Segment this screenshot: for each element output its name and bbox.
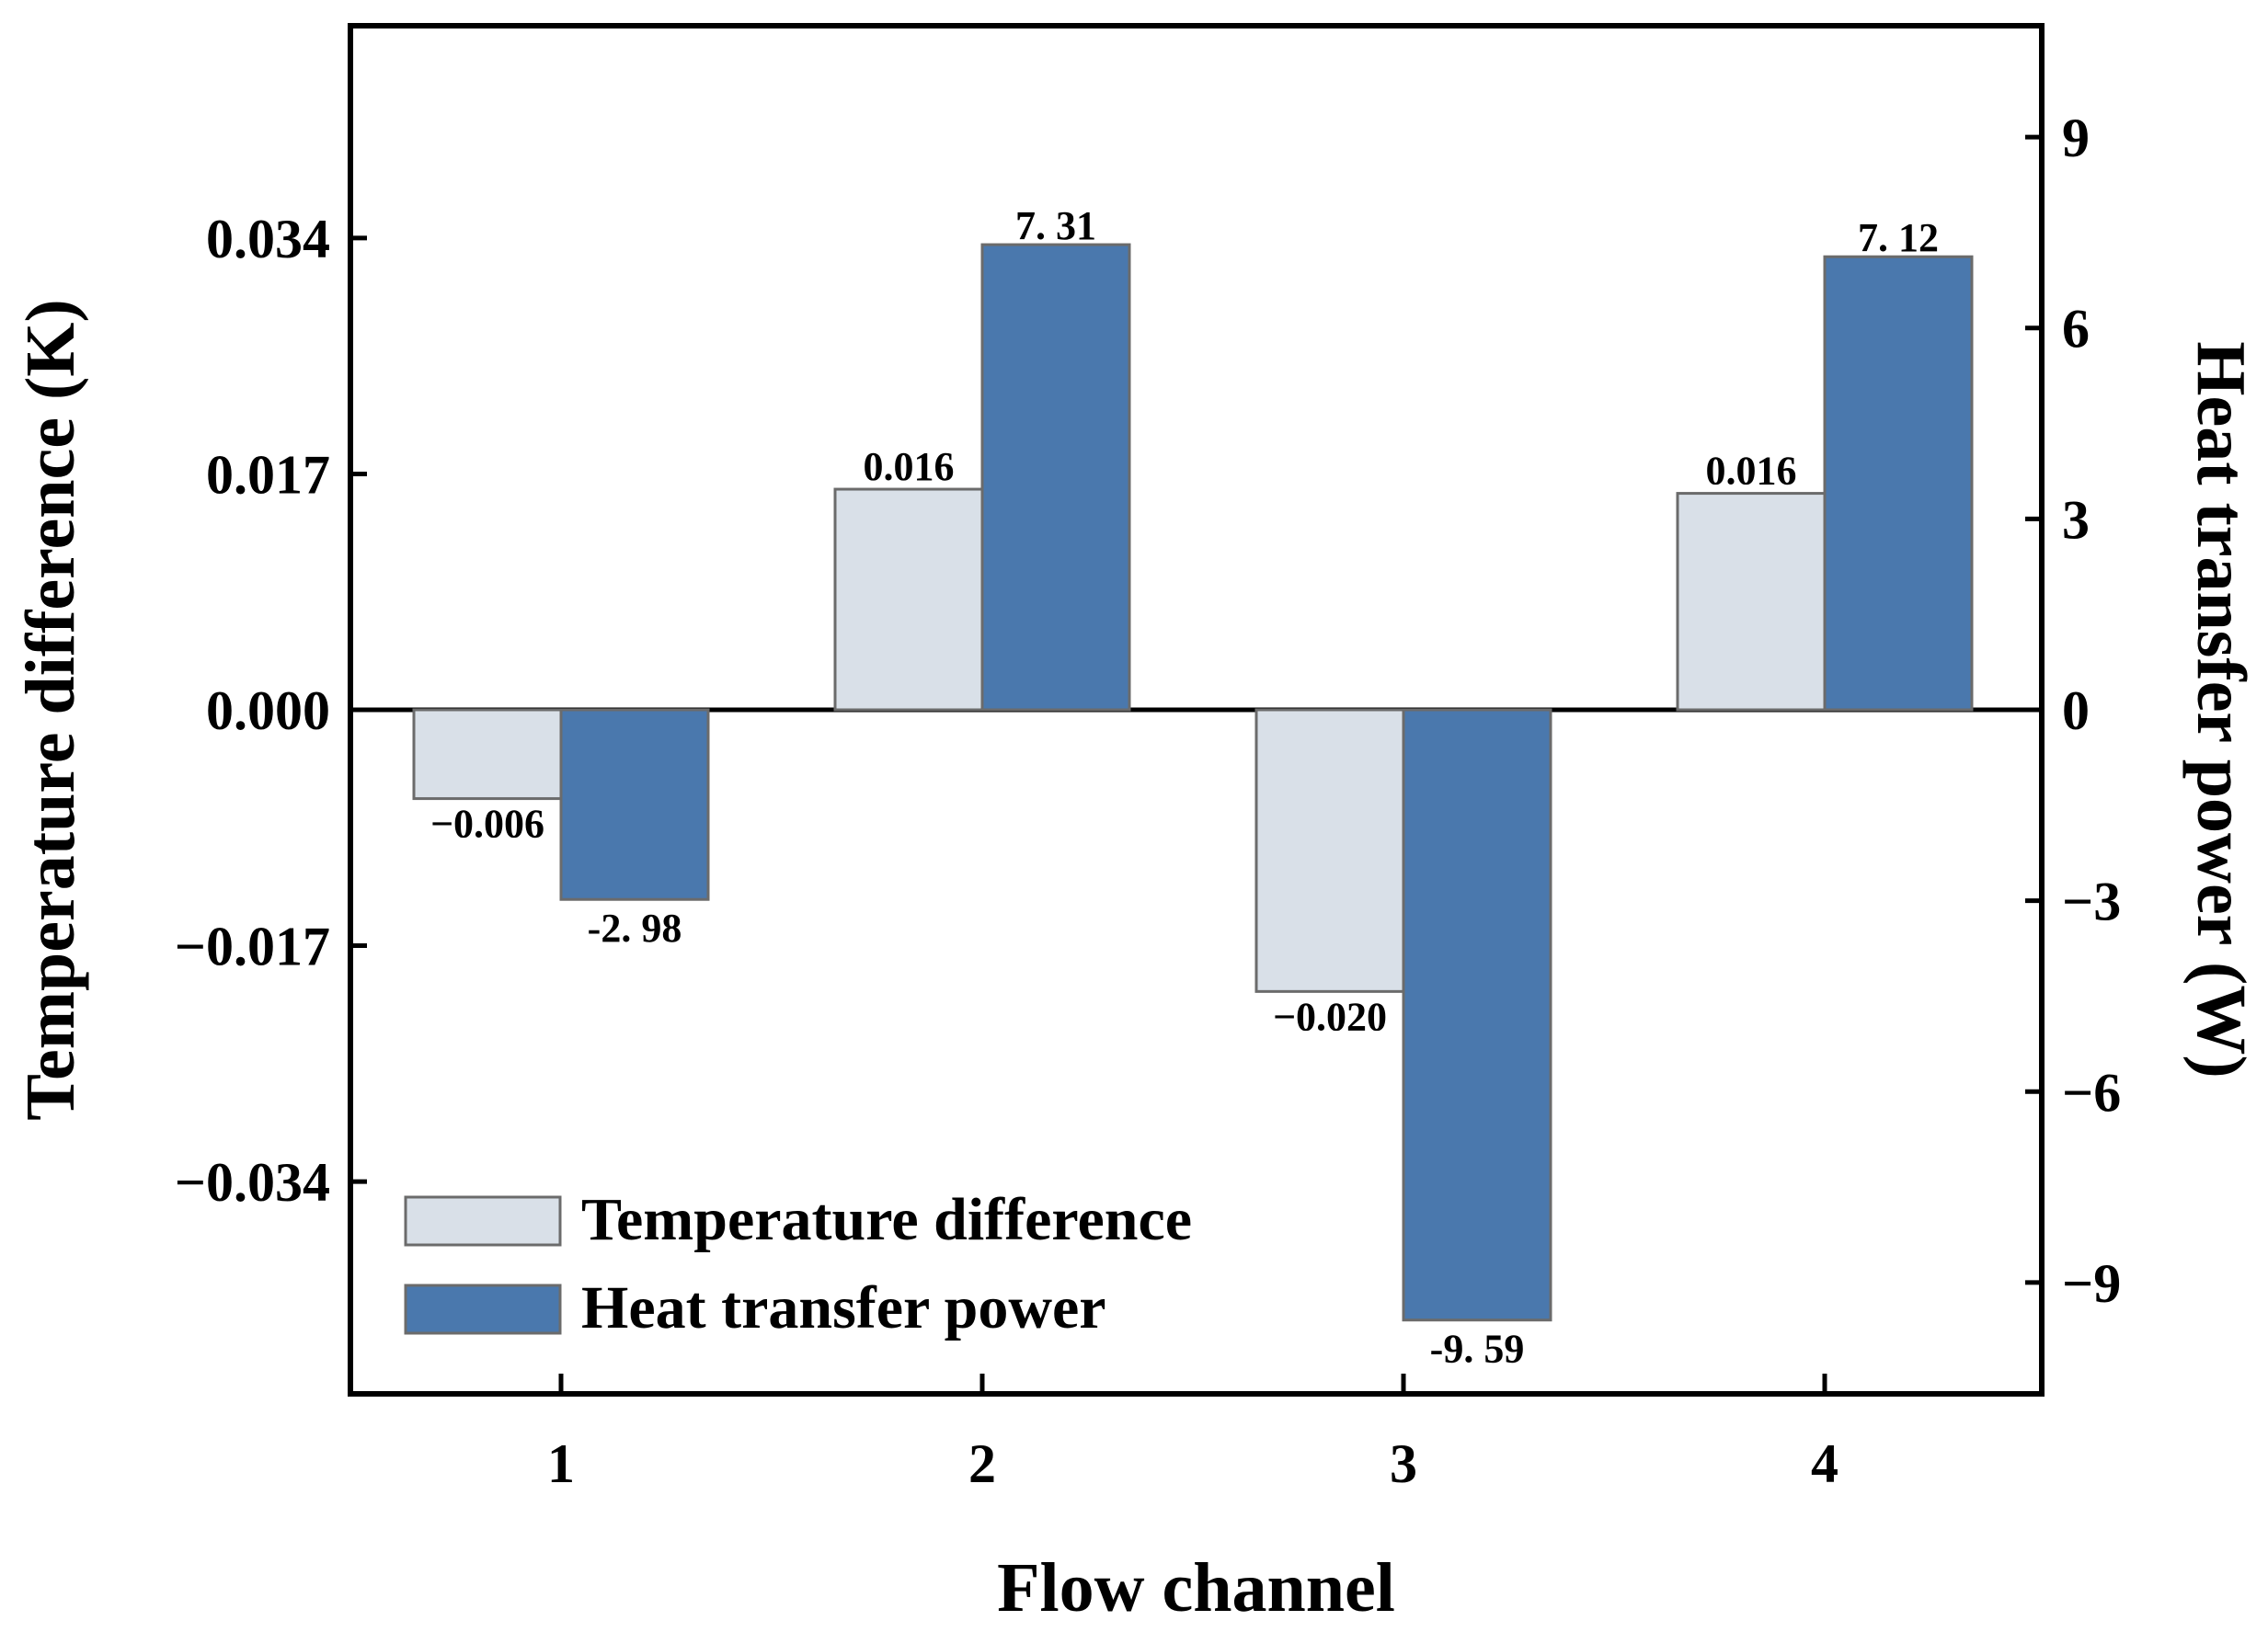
- right-y-tick-label: −9: [2062, 1253, 2121, 1314]
- power-bar-3: [1402, 708, 1552, 1322]
- right-y-axis-title: Heat transfer power (W): [2182, 341, 2260, 1078]
- power-value-label-2: 7. 31: [1015, 203, 1096, 248]
- left-y-tick-label: −0.017: [175, 917, 330, 977]
- power-bar-4: [1823, 255, 1974, 712]
- right-y-tick-label: 9: [2062, 108, 2090, 168]
- left-y-tick-label: 0.034: [206, 209, 330, 269]
- legend-label-temperature: Temperature difference: [581, 1186, 1192, 1253]
- temperature-bar-2: [833, 487, 984, 712]
- temperature-value-label-2: 0.016: [864, 444, 955, 489]
- power-bar-2: [980, 243, 1131, 712]
- x-tick-label-4: 4: [1811, 1433, 1838, 1494]
- legend-swatch-temperature: [404, 1195, 562, 1247]
- legend-swatch-power: [404, 1284, 562, 1335]
- left-y-axis-title: Temperature difference (K): [12, 299, 89, 1120]
- right-y-tick-label: 6: [2062, 299, 2090, 359]
- temperature-bar-3: [1254, 708, 1405, 993]
- right-y-tick-label: 0: [2062, 680, 2090, 741]
- power-value-label-3: -9. 59: [1430, 1327, 1525, 1372]
- power-value-label-4: 7. 12: [1858, 215, 1939, 260]
- legend-label-power: Heat transfer power: [581, 1274, 1106, 1341]
- temperature-value-label-3: −0.020: [1273, 994, 1387, 1039]
- temperature-bar-4: [1676, 492, 1827, 712]
- left-y-tick-label: 0.000: [206, 680, 330, 741]
- right-y-tick-label: −6: [2062, 1062, 2121, 1123]
- temperature-bar-1: [412, 708, 563, 801]
- temperature-value-label-4: 0.016: [1706, 449, 1797, 494]
- left-y-tick-label: −0.034: [175, 1152, 330, 1213]
- x-axis-title: Flow channel: [997, 1549, 1395, 1626]
- right-y-tick-label: −3: [2062, 872, 2121, 932]
- x-tick-label-1: 1: [547, 1433, 575, 1494]
- x-tick-label-2: 2: [968, 1433, 996, 1494]
- plot-frame: [348, 23, 2045, 1397]
- right-y-tick-label: 3: [2062, 489, 2090, 550]
- x-tick-label-3: 3: [1390, 1433, 1417, 1494]
- temperature-value-label-1: −0.006: [430, 802, 544, 847]
- power-value-label-1: -2. 98: [588, 906, 682, 951]
- power-bar-1: [559, 708, 710, 901]
- left-y-tick-label: 0.017: [206, 444, 330, 505]
